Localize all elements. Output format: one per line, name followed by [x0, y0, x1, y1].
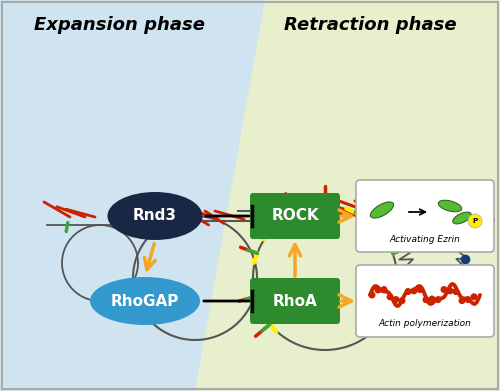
Circle shape [452, 288, 460, 295]
Circle shape [410, 287, 418, 294]
Circle shape [470, 293, 478, 300]
Polygon shape [195, 0, 500, 391]
Circle shape [392, 296, 400, 303]
Circle shape [374, 287, 382, 294]
Circle shape [446, 287, 454, 294]
Ellipse shape [90, 277, 200, 325]
FancyBboxPatch shape [356, 265, 494, 337]
FancyBboxPatch shape [250, 278, 340, 324]
Circle shape [458, 297, 466, 304]
Circle shape [380, 286, 388, 293]
Text: ROCK: ROCK [271, 208, 319, 224]
Text: RhoA: RhoA [272, 294, 318, 308]
Circle shape [440, 286, 448, 293]
Text: RhoGAP: RhoGAP [111, 294, 179, 308]
Circle shape [422, 296, 430, 303]
Ellipse shape [438, 200, 462, 212]
Circle shape [428, 296, 436, 303]
Text: P: P [472, 218, 478, 224]
Text: Actin polymerization: Actin polymerization [378, 319, 472, 328]
Ellipse shape [108, 192, 202, 240]
Ellipse shape [370, 202, 394, 218]
Circle shape [404, 288, 411, 295]
Text: Activating Ezrin: Activating Ezrin [390, 235, 460, 244]
Circle shape [386, 293, 394, 300]
Circle shape [368, 292, 376, 298]
Circle shape [464, 296, 471, 303]
FancyBboxPatch shape [250, 193, 340, 239]
Text: Rnd3: Rnd3 [133, 208, 177, 224]
Circle shape [398, 297, 406, 304]
Ellipse shape [452, 212, 471, 224]
Text: Expansion phase: Expansion phase [34, 16, 205, 34]
Text: Retraction phase: Retraction phase [284, 16, 457, 34]
Circle shape [468, 214, 482, 228]
Circle shape [434, 296, 442, 303]
Circle shape [416, 286, 424, 293]
FancyBboxPatch shape [356, 180, 494, 252]
